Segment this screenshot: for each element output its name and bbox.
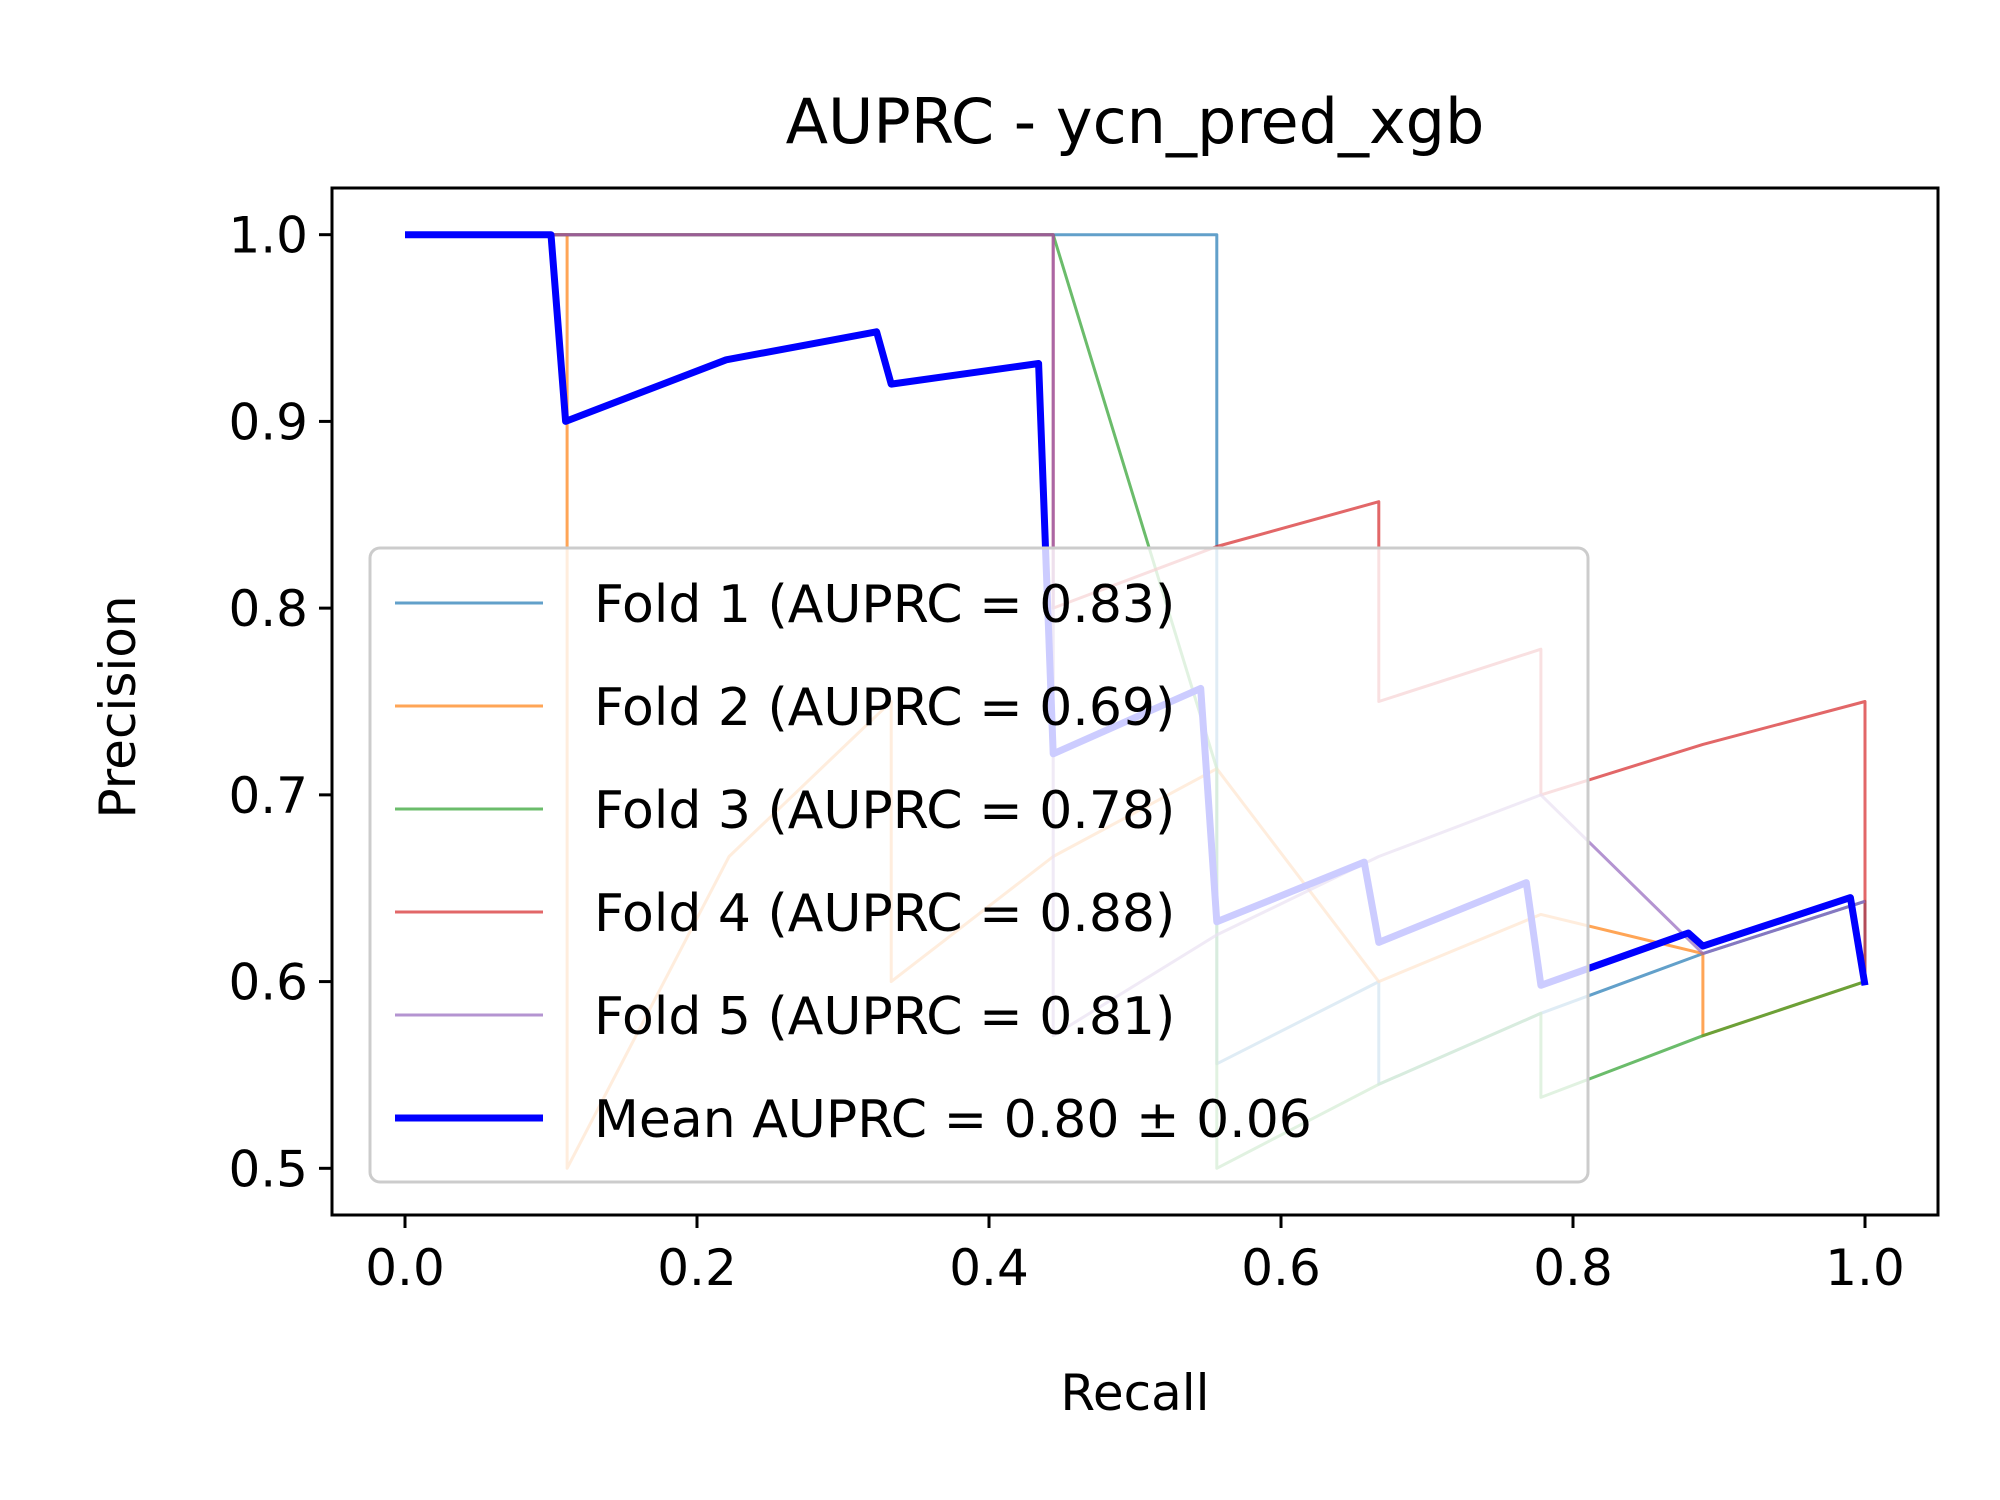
y-tick-label: 0.5	[228, 1140, 308, 1198]
y-tick-label: 0.7	[228, 767, 308, 825]
y-tick-label: 1.0	[228, 207, 308, 265]
legend-label: Fold 1 (AUPRC = 0.83)	[594, 575, 1175, 635]
legend-label: Fold 3 (AUPRC = 0.78)	[594, 781, 1175, 841]
x-tick-label: 1.0	[1825, 1239, 1905, 1297]
y-tick-label: 0.6	[228, 954, 308, 1012]
legend-label: Mean AUPRC = 0.80 ± 0.06	[594, 1090, 1312, 1150]
x-axis-label: Recall	[1060, 1364, 1209, 1422]
y-tick-label: 0.8	[228, 580, 308, 638]
legend-label: Fold 2 (AUPRC = 0.69)	[594, 678, 1175, 738]
ticks-layer: 0.0 0.2 0.4 0.6 0.8 1.0 0.5 0.6 0.7 0.8 0.9 1.0	[228, 207, 1904, 1297]
legend-label: Fold 4 (AUPRC = 0.88)	[594, 884, 1175, 944]
x-tick-label: 0.4	[949, 1239, 1029, 1297]
chart-title: AUPRC - ycn_pred_xgb	[786, 85, 1485, 158]
x-tick-label: 0.2	[657, 1239, 737, 1297]
legend-label: Fold 5 (AUPRC = 0.81)	[594, 987, 1175, 1047]
x-tick-label: 0.6	[1241, 1239, 1321, 1297]
legend: Fold 1 (AUPRC = 0.83) Fold 2 (AUPRC = 0.6…	[368, 546, 1590, 1184]
x-tick-label: 0.0	[365, 1239, 445, 1297]
y-axis-label: Precision	[89, 595, 147, 818]
legend-items: Fold 1 (AUPRC = 0.83) Fold 2 (AUPRC = 0.6…	[395, 575, 1312, 1150]
y-tick-label: 0.9	[228, 393, 308, 451]
legend-box	[368, 546, 1590, 1184]
x-tick-label: 0.8	[1533, 1239, 1613, 1297]
axes-frame	[330, 186, 1940, 1217]
